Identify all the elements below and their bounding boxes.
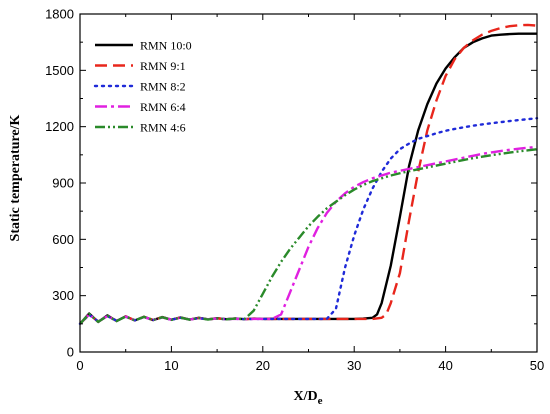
y-tick-label: 0 <box>67 345 74 360</box>
series-line-5 <box>79 148 538 325</box>
y-tick-label: 1500 <box>45 63 74 78</box>
x-tick-label: 30 <box>347 358 361 373</box>
x-tick-label: 10 <box>164 358 178 373</box>
legend-label-5: RMN 4:6 <box>140 121 186 135</box>
legend-label-3: RMN 8:2 <box>140 80 186 94</box>
series-lines <box>78 23 539 326</box>
legend-label-1: RMN 10:0 <box>140 39 192 53</box>
x-axis-title: X/De <box>293 389 322 407</box>
x-axis-title-subscript: e <box>318 395 323 407</box>
legend-label-2: RMN 9:1 <box>140 59 186 73</box>
series-line-4 <box>79 145 538 325</box>
x-tick-label: 0 <box>76 358 83 373</box>
y-tick-label: 600 <box>52 232 74 247</box>
x-tick-label: 40 <box>438 358 452 373</box>
y-tick-label: 1800 <box>45 7 74 22</box>
y-tick-label: 900 <box>52 176 74 191</box>
axes: 0 10 20 30 40 50 0 300 600 900 1200 1500 1800 <box>45 7 544 374</box>
y-axis-title: Static temperature/K <box>8 114 23 241</box>
x-tick-label: 20 <box>256 358 270 373</box>
y-tick-label: 1200 <box>45 119 74 134</box>
y-tick-label: 300 <box>52 288 74 303</box>
series-line-1 <box>79 32 537 325</box>
legend: RMN 10:0 RMN 9:1 RMN 8:2 RMN 6:4 RMN 4:6 <box>93 39 192 135</box>
series-line-3 <box>78 117 539 326</box>
x-tick-label: 50 <box>530 358 544 373</box>
legend-label-4: RMN 6:4 <box>140 100 186 114</box>
